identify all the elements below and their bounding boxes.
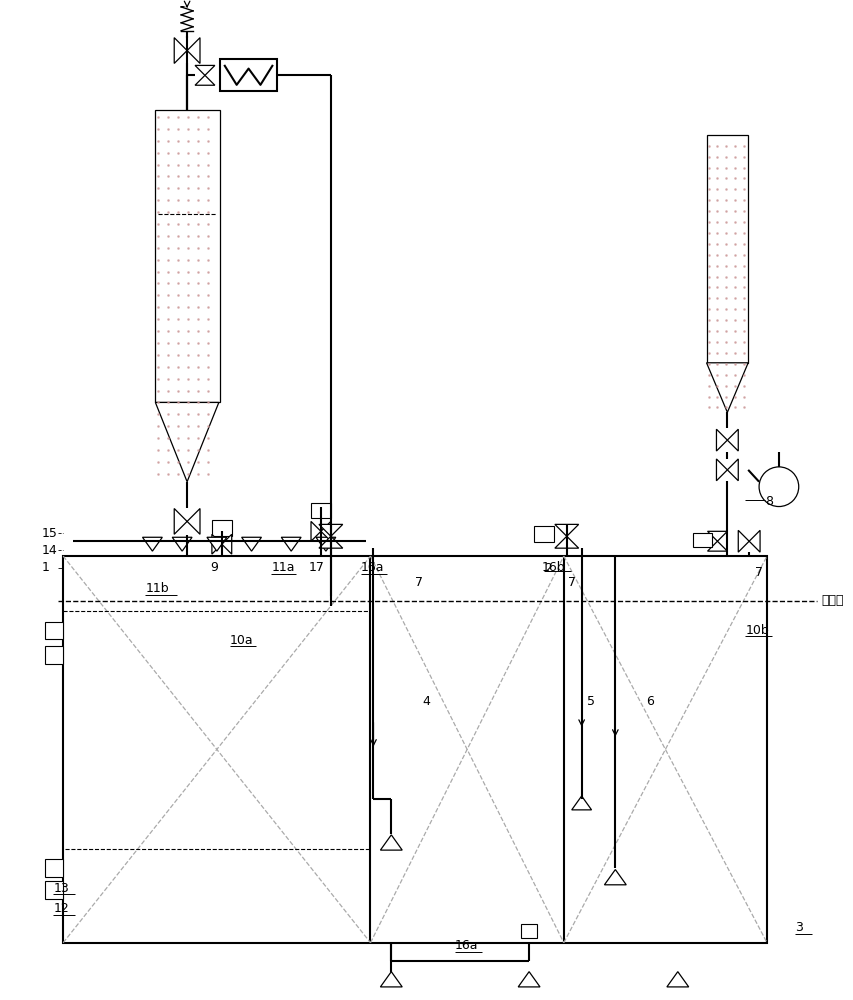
Text: 1: 1 [41,561,49,574]
Text: 4: 4 [421,695,429,708]
Text: 9: 9 [210,561,218,574]
Polygon shape [142,537,162,551]
Polygon shape [727,429,737,451]
Polygon shape [571,796,591,810]
Polygon shape [380,972,402,987]
Text: 10a: 10a [229,634,253,647]
Polygon shape [187,38,200,63]
Polygon shape [554,536,578,548]
Polygon shape [321,521,330,541]
Polygon shape [212,534,222,554]
Text: 3: 3 [794,921,802,934]
Polygon shape [194,65,215,75]
Text: 7: 7 [567,576,575,589]
Text: 11b: 11b [145,582,169,595]
Polygon shape [174,38,187,63]
Text: 7: 7 [415,576,422,589]
Polygon shape [194,75,215,85]
Bar [63,556,766,943]
Text: 16a: 16a [455,939,478,952]
Bar [45,622,63,639]
Polygon shape [316,537,335,551]
Polygon shape [222,534,231,554]
Polygon shape [518,972,539,987]
Polygon shape [318,524,342,536]
Polygon shape [380,835,402,850]
Polygon shape [554,524,578,536]
Bar [45,859,63,877]
Text: 10b: 10b [745,624,768,637]
Text: 7: 7 [754,566,763,579]
Text: 12: 12 [53,902,69,915]
Polygon shape [705,363,747,412]
Polygon shape [604,870,625,885]
Polygon shape [206,537,227,551]
Polygon shape [706,531,727,541]
Text: 11a: 11a [271,561,294,574]
Bar [310,503,330,518]
Text: 海平面: 海平面 [821,594,843,607]
Bar [219,59,277,91]
Polygon shape [187,509,200,534]
Text: 15: 15 [41,527,57,540]
Text: 8: 8 [764,495,772,508]
Polygon shape [318,536,342,548]
Polygon shape [716,459,727,481]
Bar [212,520,231,536]
Text: 2: 2 [543,562,551,575]
Bar [692,533,711,547]
Polygon shape [727,459,737,481]
Bar [45,646,63,664]
Polygon shape [706,541,727,551]
Text: 5: 5 [586,695,594,708]
Text: 14: 14 [41,544,57,557]
Bar [520,924,537,938]
Bar [533,526,554,542]
Bar [705,135,747,363]
Polygon shape [748,530,759,552]
Bar [45,881,63,899]
Polygon shape [666,972,688,987]
Text: 16a: 16a [360,561,384,574]
Polygon shape [737,530,748,552]
Bar [155,110,219,402]
Polygon shape [241,537,261,551]
Circle shape [758,467,798,507]
Polygon shape [310,521,321,541]
Polygon shape [172,537,192,551]
Text: 13: 13 [53,882,69,895]
Text: 17: 17 [309,561,324,574]
Text: 16b: 16b [542,561,565,574]
Polygon shape [716,429,727,451]
Polygon shape [174,509,187,534]
Text: 6: 6 [646,695,653,708]
Polygon shape [155,402,218,482]
Polygon shape [281,537,301,551]
